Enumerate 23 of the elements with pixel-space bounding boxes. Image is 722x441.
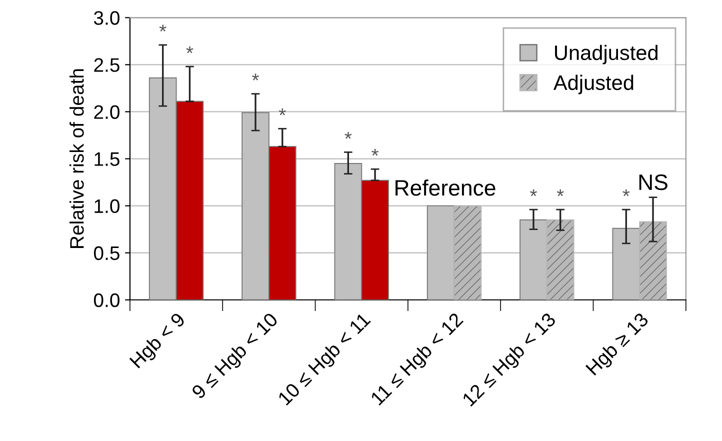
y-tick-label: 0.5 (94, 246, 120, 260)
y-axis-title: Relative risk of death (70, 69, 84, 248)
y-tick-label: 2.5 (94, 58, 120, 72)
data-label: NS (639, 174, 668, 190)
data-label: * (278, 108, 286, 116)
data-label: * (344, 132, 352, 139)
data-label: * (622, 189, 630, 196)
legend-label: Unadjusted (555, 44, 658, 64)
x-tick-label: Hgb < 9 (128, 312, 188, 372)
y-tick-label: 1.5 (94, 152, 120, 166)
data-label: * (159, 24, 166, 32)
y-tick-label: 0.0 (94, 293, 120, 308)
x-tick-label: Hgb ≥ 13 (585, 312, 652, 378)
data-label: * (186, 46, 194, 54)
y-tick-label: 3.0 (94, 11, 120, 25)
data-label: * (372, 148, 379, 156)
data-label: * (252, 74, 259, 80)
annotation: Reference (396, 179, 496, 196)
y-tick-label: 1.0 (94, 199, 120, 214)
data-label: * (556, 189, 564, 196)
data-label: * (530, 189, 537, 196)
legend-label: Adjusted (553, 74, 634, 94)
y-tick-label: 2.0 (94, 105, 120, 119)
